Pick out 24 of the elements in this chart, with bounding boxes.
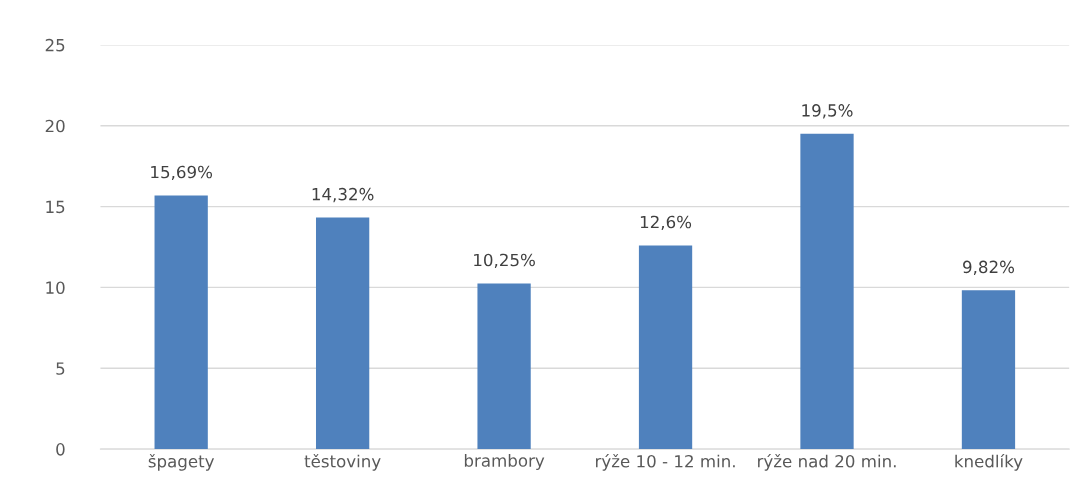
x-tick-label: knedlíky	[955, 453, 1023, 471]
x-tick-label: brambory	[464, 453, 545, 471]
bar	[638, 245, 693, 450]
data-label: 19,5%	[802, 104, 853, 119]
y-tick-label: 0	[56, 443, 65, 456]
y-tick-label: 20	[45, 119, 65, 133]
bar	[315, 217, 370, 450]
x-tick-label: špagety	[148, 453, 215, 471]
bar	[477, 283, 531, 450]
y-tick-label: 5	[56, 362, 65, 375]
data-label: 14,32%	[312, 187, 374, 203]
y-tick-label: 15	[46, 200, 65, 214]
y-tick-label: 10	[46, 281, 65, 294]
data-label: 9,82%	[963, 260, 1015, 275]
x-tick-label: těstoviny	[304, 453, 381, 471]
bar	[154, 195, 208, 450]
data-label: 15,69%	[151, 165, 213, 181]
data-label: 10,25%	[474, 253, 535, 268]
data-label: 12,6%	[640, 215, 692, 230]
x-tick-label: rýže nad 20 min.	[758, 453, 896, 471]
y-tick-label: 25	[45, 38, 65, 52]
x-tick-label: rýže 10 - 12 min.	[596, 453, 735, 471]
bar	[961, 290, 1016, 450]
bar	[800, 133, 854, 450]
